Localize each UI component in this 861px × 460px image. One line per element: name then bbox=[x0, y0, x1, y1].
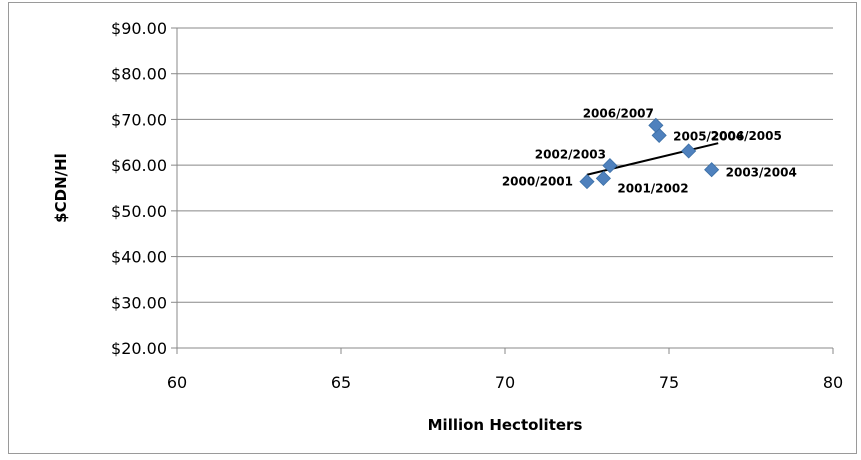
y-tick-label: $30.00 bbox=[111, 293, 167, 312]
data-label: 2005/2006 bbox=[673, 129, 744, 143]
x-tick-label: 70 bbox=[495, 373, 515, 392]
y-tick-label: $20.00 bbox=[111, 339, 167, 358]
data-points bbox=[579, 117, 720, 190]
data-label: 2006/2007 bbox=[583, 106, 654, 120]
x-tick-label: 60 bbox=[167, 373, 187, 392]
data-point bbox=[595, 170, 611, 186]
data-labels: 2000/2001 2001/2002 2002/2003 2003/2004 2004… bbox=[502, 106, 797, 195]
chart-frame bbox=[8, 2, 857, 454]
x-tick-label: 65 bbox=[331, 373, 351, 392]
data-label: 2001/2002 bbox=[617, 181, 688, 195]
trendline bbox=[586, 142, 719, 176]
y-tick-label: $40.00 bbox=[111, 248, 167, 267]
x-tick-labels: 60 65 70 75 80 bbox=[167, 373, 843, 392]
axes bbox=[171, 27, 834, 354]
data-point bbox=[681, 143, 697, 159]
data-point bbox=[648, 117, 664, 133]
y-tick-label: $50.00 bbox=[111, 202, 167, 221]
y-tick-label: $60.00 bbox=[111, 156, 167, 175]
data-label: 2003/2004 bbox=[726, 166, 797, 180]
data-label: 2004/2005 bbox=[711, 129, 782, 143]
y-tick-label: $90.00 bbox=[111, 19, 167, 38]
y-tick-label: $70.00 bbox=[111, 110, 167, 129]
x-axis-title: Million Hectoliters bbox=[428, 416, 583, 434]
y-tick-label: $80.00 bbox=[111, 65, 167, 84]
x-tick-label: 80 bbox=[823, 373, 843, 392]
data-point bbox=[602, 158, 618, 174]
data-point bbox=[579, 174, 595, 190]
y-axis-title: $CDN/Hl bbox=[52, 153, 70, 223]
y-tick-labels: $20.00 $30.00 $40.00 $50.00 $60.00 $70.00 $80.… bbox=[111, 19, 167, 358]
trendline-group bbox=[586, 142, 719, 176]
data-label: 2000/2001 bbox=[502, 175, 573, 189]
data-label: 2002/2003 bbox=[535, 148, 606, 162]
data-point bbox=[704, 162, 720, 178]
x-tick-label: 75 bbox=[659, 373, 679, 392]
